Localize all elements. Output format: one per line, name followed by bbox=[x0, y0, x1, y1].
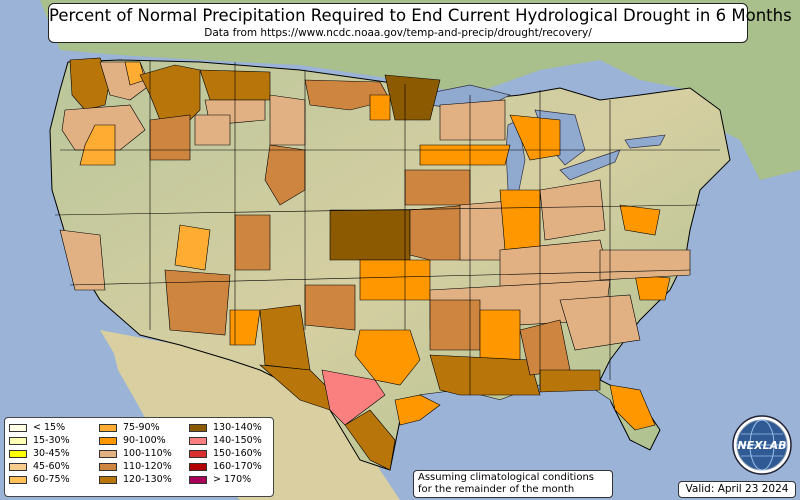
legend-item: 120-130% bbox=[99, 473, 172, 486]
legend-item: 30-45% bbox=[9, 447, 70, 460]
region-co-light bbox=[264, 144, 306, 206]
legend-label: 120-130% bbox=[123, 474, 172, 485]
assumption-note: Assuming climatological conditions for t… bbox=[413, 470, 613, 498]
legend-label: 110-120% bbox=[123, 461, 172, 472]
region-mn-orange bbox=[369, 94, 391, 121]
legend-item: 100-110% bbox=[99, 447, 172, 460]
legend-item: 75-90% bbox=[99, 421, 172, 434]
legend-swatch bbox=[189, 436, 207, 445]
legend-item: 45-60% bbox=[9, 460, 70, 473]
region-mn-dark bbox=[384, 74, 441, 121]
state-borders bbox=[54, 60, 720, 395]
legend-column-3: 130-140% 140-150% 150-160% 160-170% > 17… bbox=[189, 421, 262, 486]
legend-swatch bbox=[99, 475, 117, 484]
legend-item: 150-160% bbox=[189, 447, 262, 460]
legend-item: 90-100% bbox=[99, 434, 172, 447]
legend-label: < 15% bbox=[33, 422, 66, 433]
region-nm-dark bbox=[234, 214, 271, 271]
legend-item: 160-170% bbox=[189, 460, 262, 473]
legend-item: 130-140% bbox=[189, 421, 262, 434]
region-fl-orange bbox=[609, 384, 656, 431]
region-wi-orange bbox=[419, 144, 511, 166]
globe-icon: NEXLAB bbox=[732, 415, 792, 475]
legend-column-2: 75-90% 90-100% 100-110% 110-120% 120-130… bbox=[99, 421, 172, 486]
map-title: Percent of Normal Precipitation Required… bbox=[49, 6, 792, 25]
region-fl-dark bbox=[539, 369, 601, 393]
legend-label: 150-160% bbox=[213, 448, 262, 459]
region-wy bbox=[194, 114, 231, 146]
region-ut-orange bbox=[174, 224, 211, 271]
legend-swatch bbox=[9, 423, 27, 432]
region-ks-dark bbox=[329, 209, 411, 261]
legend-swatch bbox=[189, 462, 207, 471]
region-la-dark bbox=[429, 354, 541, 396]
region-mi-light bbox=[439, 99, 506, 141]
legend-item: > 170% bbox=[189, 473, 262, 486]
mexico-land bbox=[100, 330, 400, 500]
region-ga-light bbox=[559, 294, 641, 351]
region-nv-light bbox=[59, 229, 106, 291]
legend-label: 100-110% bbox=[123, 448, 172, 459]
legend-swatch bbox=[9, 436, 27, 445]
legend-label: > 170% bbox=[213, 474, 252, 485]
map-subtitle: Data from https://www.ncdc.noaa.gov/temp… bbox=[204, 27, 592, 39]
note-line-1: Assuming climatological conditions bbox=[418, 472, 594, 483]
legend-item: 140-150% bbox=[189, 434, 262, 447]
legend-swatch bbox=[99, 449, 117, 458]
region-nc-light bbox=[599, 249, 691, 281]
lake-ontario bbox=[624, 134, 666, 149]
legend-label: 60-75% bbox=[33, 474, 70, 485]
region-sd-light bbox=[269, 94, 306, 146]
region-nc-orange bbox=[634, 274, 671, 301]
region-pnw-dark bbox=[69, 57, 111, 111]
title-box: Percent of Normal Precipitation Required… bbox=[48, 3, 792, 43]
legend-swatch bbox=[189, 449, 207, 458]
region-ok-light bbox=[304, 284, 356, 331]
legend-item: 110-120% bbox=[99, 460, 172, 473]
legend-swatch bbox=[9, 475, 27, 484]
legend-swatch bbox=[189, 423, 207, 432]
logo-text: NEXLAB bbox=[737, 439, 786, 452]
legend-label: 30-45% bbox=[33, 448, 70, 459]
legend-item: 60-75% bbox=[9, 473, 70, 486]
region-va-orange bbox=[619, 204, 661, 236]
canada-land bbox=[40, 0, 800, 180]
legend-swatch bbox=[99, 423, 117, 432]
legend-label: 15-30% bbox=[33, 435, 70, 446]
legend-column-1: < 15% 15-30% 30-45% 45-60% 60-75% bbox=[9, 421, 70, 486]
legend-label: 140-150% bbox=[213, 435, 262, 446]
region-id-light bbox=[149, 114, 191, 161]
legend-item: < 15% bbox=[9, 421, 70, 434]
legend-swatch bbox=[99, 436, 117, 445]
legend-label: 75-90% bbox=[123, 422, 160, 433]
valid-date: Valid: April 23 2024 bbox=[678, 481, 796, 498]
region-tx-coast bbox=[394, 394, 441, 426]
region-ks-orange bbox=[359, 259, 431, 301]
region-mi-orange bbox=[509, 114, 561, 161]
lake-erie bbox=[559, 149, 621, 181]
region-oh-light bbox=[539, 179, 606, 241]
gulf bbox=[405, 380, 620, 480]
region-ar-dark bbox=[429, 299, 481, 351]
legend-swatch bbox=[99, 462, 117, 471]
legend-label: 90-100% bbox=[123, 435, 166, 446]
region-in-orange bbox=[499, 189, 541, 251]
region-nm-orange bbox=[229, 309, 261, 346]
region-az bbox=[164, 269, 231, 336]
legend: < 15% 15-30% 30-45% 45-60% 60-75% 75-90%… bbox=[4, 417, 274, 497]
region-ms-orange bbox=[479, 309, 521, 361]
legend-label: 45-60% bbox=[33, 461, 70, 472]
legend-swatch bbox=[189, 475, 207, 484]
region-tx-south bbox=[344, 409, 396, 471]
legend-swatch bbox=[9, 449, 27, 458]
region-ia bbox=[404, 169, 471, 206]
legend-label: 130-140% bbox=[213, 422, 262, 433]
legend-item: 15-30% bbox=[9, 434, 70, 447]
note-line-2: for the remainder of the month bbox=[418, 484, 575, 495]
region-tx-orange bbox=[354, 329, 421, 386]
legend-swatch bbox=[9, 462, 27, 471]
region-or-orange bbox=[79, 124, 116, 166]
legend-label: 160-170% bbox=[213, 461, 262, 472]
